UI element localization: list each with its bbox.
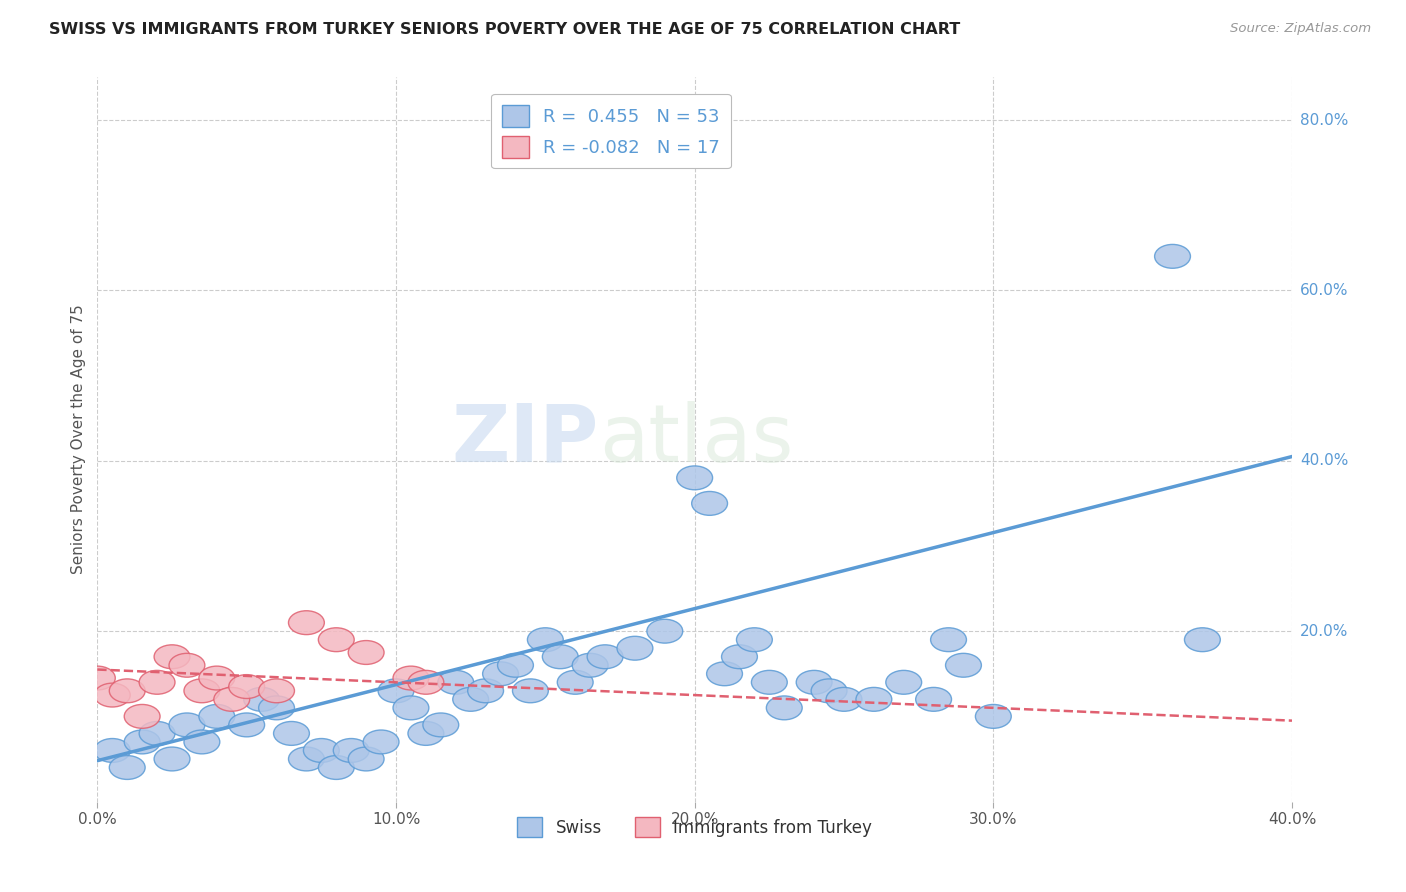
Ellipse shape bbox=[124, 730, 160, 754]
Ellipse shape bbox=[363, 730, 399, 754]
Ellipse shape bbox=[198, 705, 235, 728]
Ellipse shape bbox=[1154, 244, 1191, 268]
Ellipse shape bbox=[79, 666, 115, 690]
Ellipse shape bbox=[333, 739, 370, 763]
Ellipse shape bbox=[498, 653, 533, 677]
Ellipse shape bbox=[915, 688, 952, 711]
Ellipse shape bbox=[827, 688, 862, 711]
Ellipse shape bbox=[692, 491, 727, 516]
Ellipse shape bbox=[811, 679, 846, 703]
Ellipse shape bbox=[527, 628, 564, 652]
Ellipse shape bbox=[976, 705, 1011, 728]
Ellipse shape bbox=[453, 688, 489, 711]
Ellipse shape bbox=[259, 696, 294, 720]
Ellipse shape bbox=[139, 671, 174, 694]
Ellipse shape bbox=[169, 713, 205, 737]
Ellipse shape bbox=[378, 679, 413, 703]
Ellipse shape bbox=[1184, 628, 1220, 652]
Ellipse shape bbox=[721, 645, 758, 669]
Ellipse shape bbox=[94, 683, 131, 707]
Text: SWISS VS IMMIGRANTS FROM TURKEY SENIORS POVERTY OVER THE AGE OF 75 CORRELATION C: SWISS VS IMMIGRANTS FROM TURKEY SENIORS … bbox=[49, 22, 960, 37]
Ellipse shape bbox=[468, 679, 503, 703]
Ellipse shape bbox=[155, 747, 190, 771]
Ellipse shape bbox=[349, 640, 384, 665]
Ellipse shape bbox=[557, 671, 593, 694]
Ellipse shape bbox=[886, 671, 922, 694]
Ellipse shape bbox=[423, 713, 458, 737]
Ellipse shape bbox=[349, 747, 384, 771]
Ellipse shape bbox=[408, 671, 444, 694]
Ellipse shape bbox=[617, 636, 652, 660]
Ellipse shape bbox=[155, 645, 190, 669]
Ellipse shape bbox=[394, 696, 429, 720]
Ellipse shape bbox=[647, 619, 683, 643]
Ellipse shape bbox=[288, 611, 325, 634]
Ellipse shape bbox=[198, 666, 235, 690]
Ellipse shape bbox=[751, 671, 787, 694]
Ellipse shape bbox=[124, 705, 160, 728]
Legend: Swiss, Immigrants from Turkey: Swiss, Immigrants from Turkey bbox=[510, 810, 879, 844]
Text: ZIP: ZIP bbox=[451, 401, 599, 478]
Ellipse shape bbox=[856, 688, 891, 711]
Ellipse shape bbox=[184, 679, 219, 703]
Ellipse shape bbox=[318, 628, 354, 652]
Ellipse shape bbox=[184, 730, 219, 754]
Ellipse shape bbox=[394, 666, 429, 690]
Text: 40.0%: 40.0% bbox=[1301, 453, 1348, 468]
Ellipse shape bbox=[214, 688, 250, 711]
Ellipse shape bbox=[243, 688, 280, 711]
Ellipse shape bbox=[229, 674, 264, 698]
Ellipse shape bbox=[572, 653, 607, 677]
Ellipse shape bbox=[259, 679, 294, 703]
Text: 80.0%: 80.0% bbox=[1301, 112, 1348, 128]
Ellipse shape bbox=[274, 722, 309, 746]
Ellipse shape bbox=[543, 645, 578, 669]
Ellipse shape bbox=[94, 739, 131, 763]
Ellipse shape bbox=[676, 466, 713, 490]
Ellipse shape bbox=[229, 713, 264, 737]
Ellipse shape bbox=[946, 653, 981, 677]
Text: atlas: atlas bbox=[599, 401, 793, 478]
Ellipse shape bbox=[318, 756, 354, 780]
Ellipse shape bbox=[737, 628, 772, 652]
Y-axis label: Seniors Poverty Over the Age of 75: Seniors Poverty Over the Age of 75 bbox=[72, 305, 86, 574]
Ellipse shape bbox=[288, 747, 325, 771]
Ellipse shape bbox=[110, 756, 145, 780]
Text: Source: ZipAtlas.com: Source: ZipAtlas.com bbox=[1230, 22, 1371, 36]
Ellipse shape bbox=[139, 722, 174, 746]
Ellipse shape bbox=[110, 679, 145, 703]
Text: 60.0%: 60.0% bbox=[1301, 283, 1348, 298]
Ellipse shape bbox=[169, 653, 205, 677]
Ellipse shape bbox=[796, 671, 832, 694]
Ellipse shape bbox=[304, 739, 339, 763]
Ellipse shape bbox=[707, 662, 742, 686]
Ellipse shape bbox=[588, 645, 623, 669]
Ellipse shape bbox=[766, 696, 803, 720]
Ellipse shape bbox=[931, 628, 966, 652]
Ellipse shape bbox=[437, 671, 474, 694]
Ellipse shape bbox=[408, 722, 444, 746]
Ellipse shape bbox=[482, 662, 519, 686]
Text: 20.0%: 20.0% bbox=[1301, 624, 1348, 639]
Ellipse shape bbox=[512, 679, 548, 703]
